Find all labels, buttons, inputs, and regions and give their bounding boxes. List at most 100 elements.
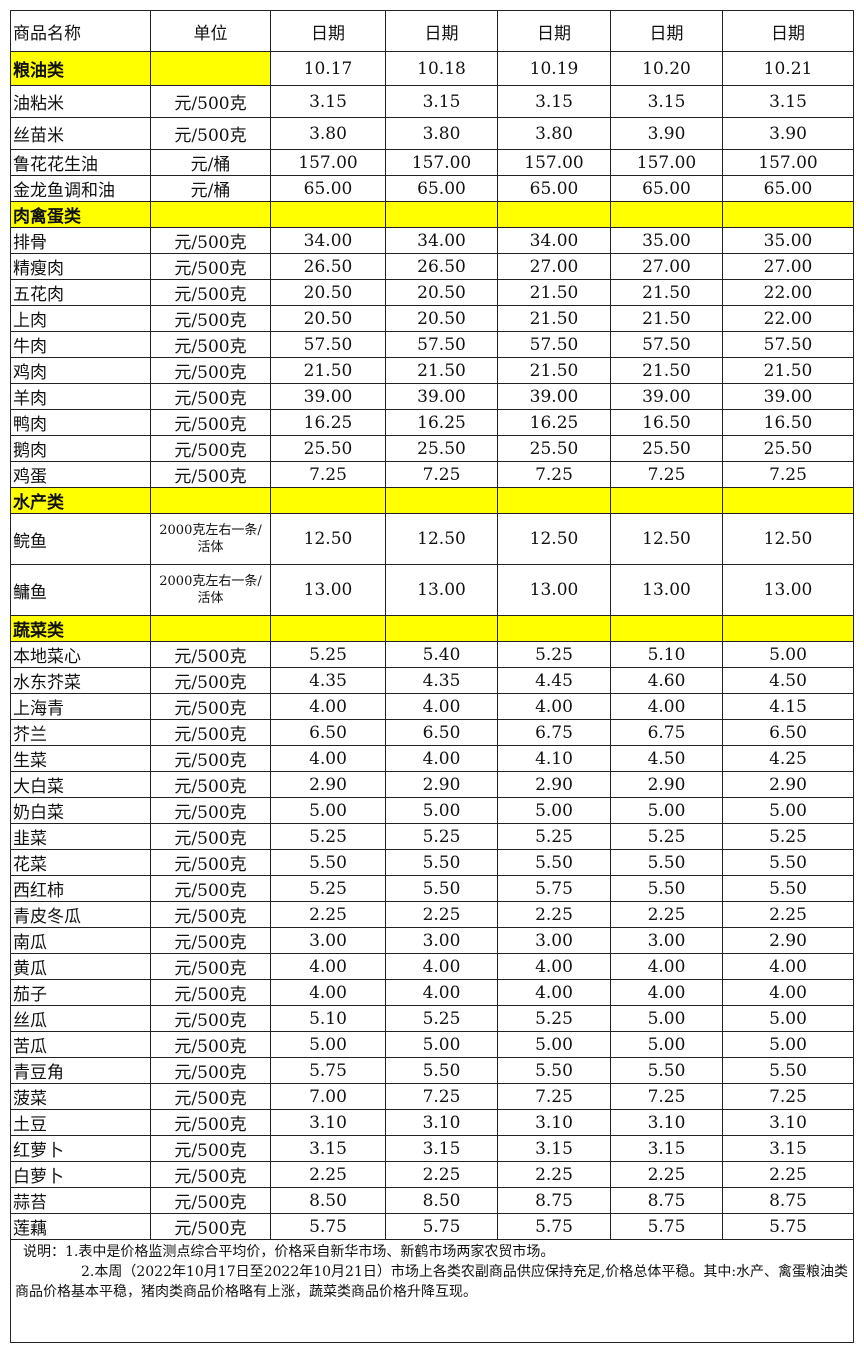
price-cell: 3.90 bbox=[610, 117, 723, 150]
price-cell: 6.50 bbox=[385, 719, 498, 746]
price-cell: 8.50 bbox=[385, 1187, 498, 1214]
price-cell: 4.00 bbox=[610, 953, 723, 980]
product-name: 鳙鱼 bbox=[10, 564, 151, 616]
table-row: 鳙鱼 2000克左右一条/活体 13.00 13.00 13.00 13.00 13.00 bbox=[10, 564, 854, 616]
price-cell: 5.75 bbox=[497, 875, 611, 902]
table-row: 莲藕 元/500克 5.75 5.75 5.75 5.75 5.75 bbox=[10, 1213, 854, 1240]
price-cell: 3.15 bbox=[385, 1135, 498, 1162]
product-name: 鸡蛋 bbox=[10, 461, 151, 488]
column-header: 日期 bbox=[497, 10, 611, 52]
price-cell: 5.25 bbox=[497, 1005, 611, 1032]
unit-cell: 元/500克 bbox=[150, 305, 271, 332]
product-name: 金龙鱼调和油 bbox=[10, 175, 151, 202]
price-cell: 5.10 bbox=[610, 641, 723, 668]
price-cell: 16.50 bbox=[722, 409, 854, 436]
price-cell: 3.80 bbox=[385, 117, 498, 150]
price-cell: 5.25 bbox=[270, 641, 386, 668]
price-cell: 7.25 bbox=[610, 461, 723, 488]
section-empty-cell bbox=[497, 201, 611, 228]
price-cell: 12.50 bbox=[722, 513, 854, 565]
product-name: 油粘米 bbox=[10, 85, 151, 118]
table-row: 青豆角 元/500克 5.75 5.50 5.50 5.50 5.50 bbox=[10, 1057, 854, 1084]
product-name: 西红柿 bbox=[10, 875, 151, 902]
price-cell: 5.25 bbox=[270, 875, 386, 902]
price-cell: 5.75 bbox=[722, 1213, 854, 1240]
product-name: 丝瓜 bbox=[10, 1005, 151, 1032]
notes-row: 说明：1.表中是价格监测点综合平均价，价格采自新华市场、新鹤市场两家农贸市场。 2… bbox=[10, 1239, 854, 1343]
unit-cell: 元/500克 bbox=[150, 1213, 271, 1240]
price-cell: 25.50 bbox=[722, 435, 854, 462]
price-cell: 3.15 bbox=[497, 1135, 611, 1162]
unit-cell: 元/500克 bbox=[150, 1109, 271, 1136]
price-cell: 57.50 bbox=[610, 331, 723, 358]
column-header: 日期 bbox=[610, 10, 723, 52]
price-cell: 21.50 bbox=[497, 279, 611, 306]
product-name: 上海青 bbox=[10, 693, 151, 720]
unit-cell: 元/500克 bbox=[150, 1187, 271, 1214]
section-empty-cell bbox=[722, 487, 854, 514]
unit-cell: 元/500克 bbox=[150, 1083, 271, 1110]
price-cell: 39.00 bbox=[722, 383, 854, 410]
unit-cell: 元/500克 bbox=[150, 979, 271, 1006]
price-cell: 57.50 bbox=[270, 331, 386, 358]
price-cell: 8.75 bbox=[722, 1187, 854, 1214]
price-cell: 5.00 bbox=[722, 1005, 854, 1032]
price-cell: 5.00 bbox=[610, 1005, 723, 1032]
date-cell: 10.20 bbox=[610, 51, 723, 86]
section-row: 蔬菜类 bbox=[10, 615, 854, 642]
unit-cell: 元/500克 bbox=[150, 849, 271, 876]
column-header: 日期 bbox=[722, 10, 854, 52]
price-cell: 65.00 bbox=[610, 175, 723, 202]
unit-cell: 元/500克 bbox=[150, 1135, 271, 1162]
price-cell: 5.00 bbox=[722, 1031, 854, 1058]
column-header: 单位 bbox=[150, 10, 271, 52]
price-cell: 5.00 bbox=[385, 1031, 498, 1058]
product-name: 鹅肉 bbox=[10, 435, 151, 462]
price-cell: 16.25 bbox=[385, 409, 498, 436]
price-cell: 157.00 bbox=[385, 149, 498, 176]
price-cell: 25.50 bbox=[270, 435, 386, 462]
price-cell: 4.00 bbox=[270, 979, 386, 1006]
price-cell: 2.90 bbox=[610, 771, 723, 798]
price-cell: 8.75 bbox=[610, 1187, 723, 1214]
note-1: 说明：1.表中是价格监测点综合平均价，价格采自新华市场、新鹤市场两家农贸市场。 bbox=[23, 1244, 555, 1260]
price-cell: 3.80 bbox=[270, 117, 386, 150]
price-cell: 4.50 bbox=[722, 667, 854, 694]
price-cell: 157.00 bbox=[497, 149, 611, 176]
table-row: 丝苗米 元/500克 3.80 3.80 3.80 3.90 3.90 bbox=[10, 117, 854, 150]
product-name: 羊肉 bbox=[10, 383, 151, 410]
unit-cell: 2000克左右一条/活体 bbox=[150, 513, 271, 565]
price-cell: 6.75 bbox=[497, 719, 611, 746]
unit-cell: 元/500克 bbox=[150, 117, 271, 150]
table-row: 苦瓜 元/500克 5.00 5.00 5.00 5.00 5.00 bbox=[10, 1031, 854, 1058]
section-empty-cell bbox=[497, 487, 611, 514]
section-empty-cell bbox=[722, 615, 854, 642]
price-cell: 5.75 bbox=[497, 1213, 611, 1240]
price-cell: 7.25 bbox=[497, 461, 611, 488]
price-cell: 5.50 bbox=[270, 849, 386, 876]
price-cell: 21.50 bbox=[385, 357, 498, 384]
price-cell: 5.25 bbox=[385, 823, 498, 850]
unit-cell: 元/500克 bbox=[150, 953, 271, 980]
section-row: 粮油类 10.17 10.18 10.19 10.20 10.21 bbox=[10, 51, 854, 86]
price-cell: 65.00 bbox=[722, 175, 854, 202]
table-row: 南瓜 元/500克 3.00 3.00 3.00 3.00 2.90 bbox=[10, 927, 854, 954]
price-cell: 5.50 bbox=[610, 849, 723, 876]
price-cell: 3.15 bbox=[722, 1135, 854, 1162]
unit-cell: 2000克左右一条/活体 bbox=[150, 564, 271, 616]
price-cell: 4.15 bbox=[722, 693, 854, 720]
price-cell: 27.00 bbox=[722, 253, 854, 280]
price-cell: 21.50 bbox=[497, 357, 611, 384]
price-cell: 7.25 bbox=[385, 1083, 498, 1110]
column-header: 日期 bbox=[385, 10, 498, 52]
column-header: 日期 bbox=[270, 10, 386, 52]
product-name: 花菜 bbox=[10, 849, 151, 876]
price-cell: 6.50 bbox=[722, 719, 854, 746]
price-cell: 2.25 bbox=[497, 901, 611, 928]
price-cell: 34.00 bbox=[270, 227, 386, 254]
table-row: 生菜 元/500克 4.00 4.00 4.10 4.50 4.25 bbox=[10, 745, 854, 772]
price-cell: 5.50 bbox=[497, 1057, 611, 1084]
table-row: 韭菜 元/500克 5.25 5.25 5.25 5.25 5.25 bbox=[10, 823, 854, 850]
price-cell: 5.50 bbox=[497, 849, 611, 876]
price-cell: 5.25 bbox=[497, 641, 611, 668]
